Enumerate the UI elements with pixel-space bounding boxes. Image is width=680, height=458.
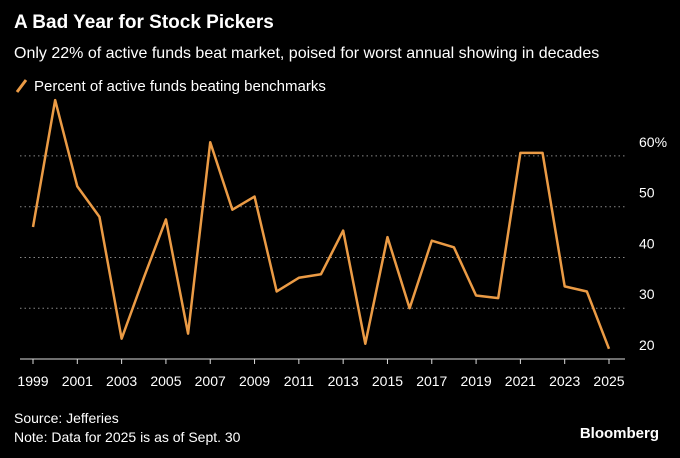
chart-subtitle: Only 22% of active funds beat market, po…	[14, 45, 599, 62]
x-tick-label: 1999	[17, 373, 48, 389]
x-tick-label: 2025	[593, 373, 624, 389]
x-tick-label: 2013	[328, 373, 359, 389]
x-tick-label: 2023	[549, 373, 580, 389]
data-line	[31, 98, 611, 350]
brand: Bloomberg	[580, 425, 659, 442]
x-tick-label: 2005	[150, 373, 181, 389]
x-tick-label: 2007	[195, 373, 226, 389]
x-tick-label: 2021	[505, 373, 536, 389]
x-tick-label: 2001	[62, 373, 93, 389]
y-tick-label: 50	[639, 185, 655, 201]
y-tick-label: 40	[639, 235, 655, 251]
y-tick-label: 60%	[639, 134, 667, 150]
x-tick-label: 2019	[460, 373, 491, 389]
x-tick-label: 2015	[372, 373, 403, 389]
chart-title: A Bad Year for Stock Pickers	[14, 12, 274, 33]
note: Note: Data for 2025 is as of Sept. 30	[14, 429, 241, 445]
x-tick-label: 2017	[416, 373, 447, 389]
y-tick-label: 20	[639, 337, 655, 353]
x-tick-label: 2011	[284, 373, 314, 389]
y-tick-label: 30	[639, 286, 655, 302]
source: Source: Jefferies	[14, 410, 119, 426]
legend-label: Percent of active funds beating benchmar…	[34, 78, 326, 95]
x-tick-label: 2003	[106, 373, 137, 389]
x-tick-label: 2009	[239, 373, 270, 389]
legend-swatch	[15, 79, 28, 93]
